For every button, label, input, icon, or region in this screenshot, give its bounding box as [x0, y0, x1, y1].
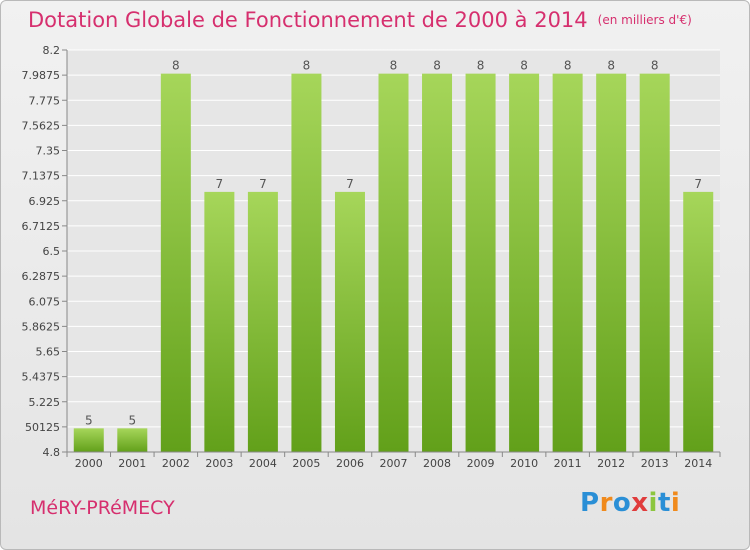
logo-letter: i [648, 488, 658, 518]
bar-2003 [204, 191, 235, 452]
bar-value-label: 8 [433, 59, 441, 73]
y-tick-label: 7.35 [36, 145, 61, 158]
bar-2014 [683, 191, 714, 452]
bar-value-label: 7 [259, 177, 267, 191]
x-tick-label: 2014 [684, 457, 712, 470]
x-tick-label: 2003 [205, 457, 233, 470]
x-tick-label: 2012 [597, 457, 625, 470]
x-tick-label: 2004 [249, 457, 277, 470]
bar-2001 [117, 428, 148, 452]
bar-value-label: 5 [128, 413, 136, 427]
y-tick-label: 5.65 [36, 346, 61, 359]
bar-2013 [639, 73, 670, 452]
y-tick-label: 4.8 [43, 446, 61, 459]
logo-letter: r [599, 488, 613, 518]
bar-2005 [291, 73, 322, 452]
y-tick-label: 7.1375 [22, 170, 61, 183]
bar-2004 [247, 191, 278, 452]
bar-value-label: 8 [651, 59, 659, 73]
y-tick-label: 50125 [25, 421, 60, 434]
x-tick-label: 2011 [554, 457, 582, 470]
y-tick-label: 5.8625 [22, 320, 61, 333]
bar-2012 [596, 73, 627, 452]
y-tick-label: 6.2875 [22, 270, 61, 283]
x-tick-label: 2006 [336, 457, 364, 470]
bar-2011 [552, 73, 583, 452]
y-axis: 4.8 50125 5.225 5.4375 5.65 5.8625 6.075 6.2875… [22, 44, 68, 459]
bar-value-labels: 5 5 8 7 7 8 7 8 8 8 8 8 8 8 7 [85, 59, 702, 428]
x-axis: 2000 2001 2002 2003 2004 2005 2006 2007 2008 2009… [66, 451, 721, 470]
bar-value-label: 8 [520, 59, 528, 73]
y-tick-label: 6.7125 [22, 220, 61, 233]
chart-title: Dotation Globale de Fonctionnement de 20… [28, 8, 692, 32]
bar-value-label: 8 [390, 59, 398, 73]
bar-value-label: 5 [85, 413, 93, 427]
bar-value-label: 7 [346, 177, 354, 191]
logo-letter: t [657, 488, 671, 518]
y-tick-label: 6.925 [29, 195, 61, 208]
logo-letter: x [631, 488, 649, 518]
bar-value-label: 8 [564, 59, 572, 73]
chart-title-text: Dotation Globale de Fonctionnement de 20… [28, 8, 588, 32]
logo-letter: o [612, 488, 632, 518]
x-tick-label: 2009 [467, 457, 495, 470]
commune-name: MéRY-PRéMECY [30, 497, 175, 519]
logo-letter: P [580, 488, 600, 518]
bar-value-label: 8 [477, 59, 485, 73]
x-tick-label: 2001 [118, 457, 146, 470]
bar-2008 [422, 73, 453, 452]
proxiti-logo: Proxiti [580, 488, 680, 518]
y-tick-label: 5.225 [29, 396, 61, 409]
bar-value-label: 8 [172, 59, 180, 73]
y-tick-label: 7.9875 [22, 69, 61, 82]
x-tick-label: 2013 [641, 457, 669, 470]
y-tick-label: 6.5 [43, 245, 61, 258]
x-tick-label: 2010 [510, 457, 538, 470]
y-tick-label: 7.775 [29, 94, 61, 107]
bar-2007 [378, 73, 409, 452]
bar-value-label: 8 [607, 59, 615, 73]
x-tick-label: 2008 [423, 457, 451, 470]
chart-unit: (en milliers d'€) [597, 13, 692, 27]
bar-value-label: 8 [303, 59, 311, 73]
bar-2000 [73, 428, 104, 452]
y-tick-label: 6.075 [29, 295, 61, 308]
bar-2010 [509, 73, 540, 452]
bar-2006 [334, 191, 365, 452]
bar-value-label: 7 [694, 177, 702, 191]
y-tick-label: 8.2 [43, 44, 61, 57]
bars [73, 73, 714, 452]
y-tick-label: 5.4375 [22, 371, 61, 384]
x-tick-label: 2007 [380, 457, 408, 470]
bar-2009 [465, 73, 496, 452]
x-tick-label: 2002 [162, 457, 190, 470]
y-tick-label: 7.5625 [22, 119, 61, 132]
bar-value-label: 7 [216, 177, 224, 191]
bar-2002 [160, 73, 191, 452]
x-tick-label: 2000 [75, 457, 103, 470]
x-tick-label: 2005 [292, 457, 320, 470]
logo-letter: i [670, 488, 681, 518]
